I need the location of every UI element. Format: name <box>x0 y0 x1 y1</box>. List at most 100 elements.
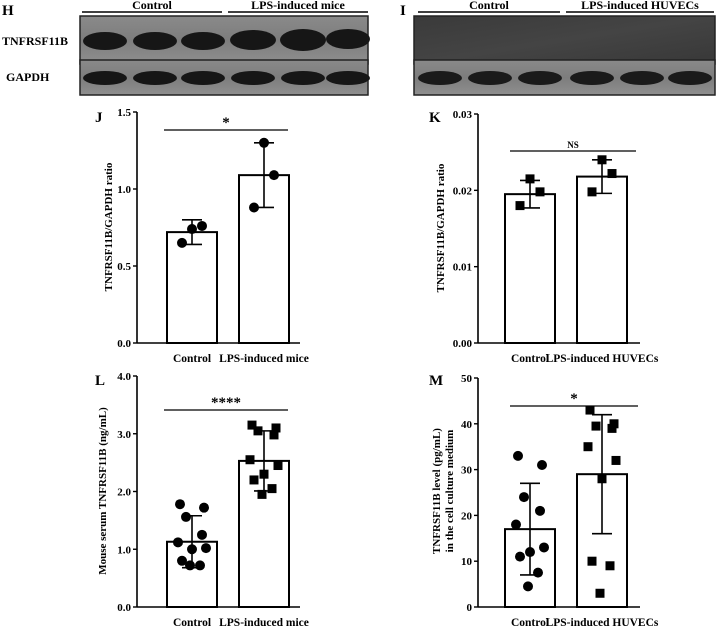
band-gapdh-i-5 <box>620 71 664 85</box>
x-tick-label-l-1: Control <box>173 617 211 629</box>
blot-panel-h: H Control LPS-induced mice TNFRSF11B GAP… <box>2 0 370 96</box>
x-tick-label-j-1: Control <box>173 353 211 365</box>
data-point-l-1 <box>177 555 187 566</box>
x-tick-label-j-2: LPS-induced mice <box>219 353 309 365</box>
band-h-1 <box>83 32 127 50</box>
blot-panel-i: I Control LPS-induced HUVECs <box>400 0 716 96</box>
data-point-l-1 <box>175 499 185 510</box>
data-point-j-1 <box>177 237 187 248</box>
band-h-2 <box>133 32 177 50</box>
bar-l-1 <box>166 540 218 608</box>
significance-label-l: **** <box>211 395 241 411</box>
y-tick-label-k: 0.03 <box>453 109 473 121</box>
data-point-k-2 <box>597 155 607 165</box>
y-axis-label-j: TNFRSF11B/GAPDH ratio <box>103 162 115 291</box>
data-point-k-1 <box>525 174 535 184</box>
chart-panel-m: M 0 10 20 30 40 50 TNFRSF11B level (pg/mL)in th… <box>429 373 659 629</box>
blot-strip-gapdh-i <box>413 59 716 96</box>
bands-h <box>83 29 370 85</box>
bar-k-1 <box>504 193 556 344</box>
band-h-5 <box>280 29 326 51</box>
y-tick-label-j: 1.5 <box>117 107 131 119</box>
y-tick-label-k: 0.00 <box>453 338 473 350</box>
significance-label-j: * <box>222 115 230 131</box>
y-tick-label-j: 1.0 <box>117 184 131 196</box>
data-point-l-2 <box>267 484 277 494</box>
y-tick-label-l: 1.0 <box>117 544 131 556</box>
data-point-l-2 <box>257 489 267 499</box>
x-tick-label-k-2: LPS-induced HUVECs <box>546 353 659 365</box>
band-gapdh-h-5 <box>281 71 325 85</box>
panel-label-j: J <box>95 110 103 126</box>
x-tick-label-l-2: LPS-induced mice <box>219 617 309 629</box>
data-point-m-1 <box>519 492 529 503</box>
data-point-m-2 <box>583 442 593 452</box>
data-point-m-2 <box>609 419 619 429</box>
data-point-l-2 <box>259 469 269 479</box>
data-point-l-2 <box>245 455 255 465</box>
band-gapdh-i-1 <box>418 71 462 85</box>
data-point-m-2 <box>605 561 615 571</box>
data-point-m-1 <box>539 542 549 553</box>
data-point-l-2 <box>247 420 257 430</box>
y-tick-label-m: 10 <box>461 556 473 568</box>
data-point-l-2 <box>253 426 263 436</box>
chart-panels: J 0.0 0.5 1.0 1.5 TNFRSF11B/GAPDH ratio Contro… <box>95 107 659 629</box>
blot-row-label-gapdh: GAPDH <box>6 70 50 84</box>
bands-i <box>418 71 712 85</box>
data-point-m-2 <box>587 556 597 566</box>
data-point-j-1 <box>197 220 207 231</box>
panel-label-m: M <box>429 373 443 389</box>
data-point-m-1 <box>515 551 525 562</box>
significance-label-k: NS <box>567 140 579 150</box>
bar-k-2 <box>576 175 628 344</box>
panel-label-k: K <box>429 110 441 126</box>
data-point-k-1 <box>515 201 525 211</box>
data-point-m-1 <box>525 547 535 558</box>
y-tick-label-l: 0.0 <box>117 602 131 614</box>
x-tick-label-m-1: Control <box>511 617 549 629</box>
group-label-lps-i: LPS-induced HUVECs <box>581 0 699 12</box>
x-tick-label-k-1: Control <box>511 353 549 365</box>
data-point-l-1 <box>197 529 207 540</box>
data-point-l-1 <box>181 511 191 522</box>
y-tick-label-m: 20 <box>461 510 473 522</box>
y-axis-label-k: TNFRSF11B/GAPDH ratio <box>435 163 447 292</box>
band-gapdh-h-6 <box>326 71 370 85</box>
y-tick-label-m: 50 <box>461 373 473 385</box>
data-point-l-2 <box>269 430 279 440</box>
data-point-m-1 <box>511 519 521 530</box>
band-gapdh-i-2 <box>468 71 512 85</box>
data-point-m-1 <box>513 450 523 461</box>
group-label-control-h: Control <box>132 0 172 12</box>
y-tick-label-k: 0.01 <box>453 262 472 274</box>
data-point-k-1 <box>535 187 545 197</box>
data-point-m-1 <box>535 505 545 516</box>
band-gapdh-h-2 <box>133 71 177 85</box>
y-tick-label-m: 40 <box>461 419 473 431</box>
data-point-m-2 <box>611 455 621 465</box>
data-point-m-2 <box>591 421 601 431</box>
data-point-m-1 <box>537 460 547 471</box>
y-tick-label-l: 4.0 <box>117 371 131 383</box>
data-point-l-1 <box>201 543 211 554</box>
data-point-k-2 <box>607 169 617 179</box>
y-axis-label-line-m: in the cell culture medium <box>444 430 456 553</box>
y-axis-label-m: TNFRSF11B level (pg/mL)in the cell cultu… <box>431 428 456 554</box>
data-point-m-2 <box>607 423 617 433</box>
y-axis-label-line-m: TNFRSF11B level (pg/mL) <box>431 428 443 554</box>
group-label-control-i: Control <box>469 0 509 12</box>
x-tick-label-m-2: LPS-induced HUVECs <box>546 617 659 629</box>
y-axis-label-l: Mouse serum TNFRSF11B (ng/mL) <box>97 407 109 575</box>
data-point-j-2 <box>259 137 269 148</box>
chart-panel-l: L 0.0 1.0 2.0 3.0 4.0 Mouse serum TNFRSF11B (n… <box>95 371 309 629</box>
band-gapdh-i-4 <box>570 71 614 85</box>
y-tick-label-j: 0.5 <box>117 261 131 273</box>
chart-panel-j: J 0.0 0.5 1.0 1.5 TNFRSF11B/GAPDH ratio Contro… <box>95 107 309 365</box>
blot-row-label-tnfrsf11b: TNFRSF11B <box>2 34 68 48</box>
data-point-k-2 <box>587 187 597 197</box>
data-point-j-2 <box>269 170 279 181</box>
significance-label-m: * <box>570 391 578 407</box>
group-label-lps-h: LPS-induced mice <box>251 0 345 12</box>
